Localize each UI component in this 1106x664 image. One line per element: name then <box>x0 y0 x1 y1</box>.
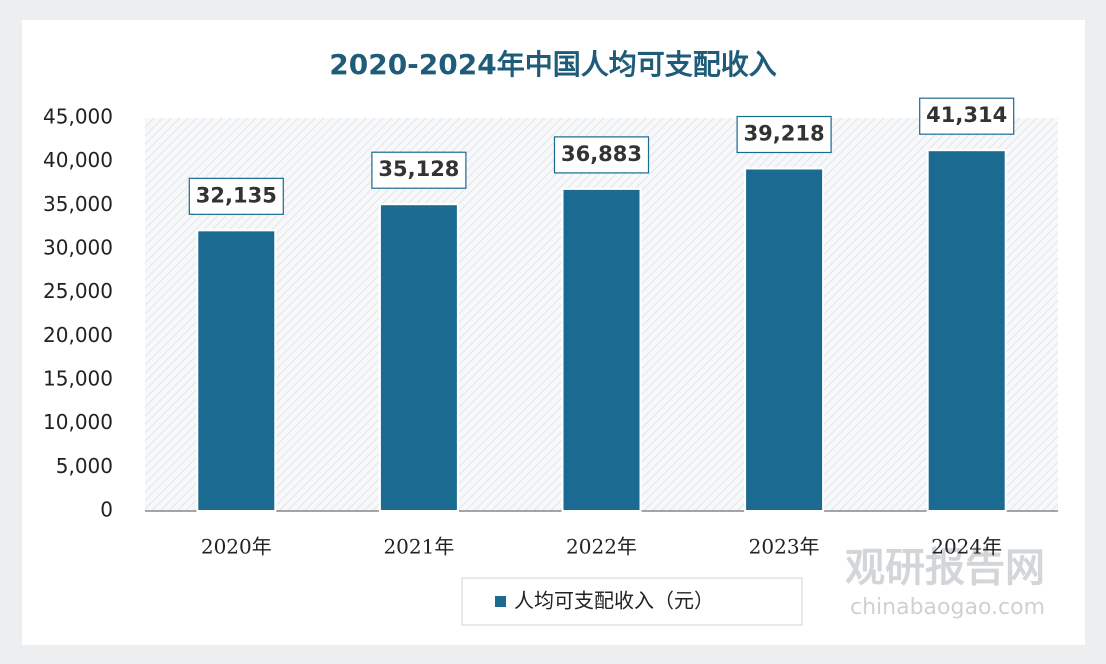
bar <box>196 229 277 512</box>
legend-box <box>461 577 803 626</box>
y-tick-label: 10,000 <box>43 410 113 434</box>
x-tick-label: 2024年 <box>931 535 1002 559</box>
y-tick-label: 5,000 <box>56 454 113 478</box>
value-label: 39,218 <box>744 121 825 145</box>
y-tick-label: 35,000 <box>43 192 113 216</box>
bar <box>926 149 1007 512</box>
legend-label: 人均可支配收入（元） <box>514 589 714 613</box>
value-label-box <box>553 136 650 174</box>
y-tick-label: 45,000 <box>43 105 113 129</box>
value-label-box <box>188 177 284 215</box>
y-tick-label: 20,000 <box>43 323 113 347</box>
chart-title: 2020-2024年中国人均可支配收入 <box>329 48 776 81</box>
x-tick-label: 2020年 <box>201 535 272 559</box>
value-label: 32,135 <box>196 183 277 207</box>
legend-swatch <box>495 596 506 607</box>
value-label: 41,314 <box>926 103 1007 127</box>
value-label-box <box>371 151 467 189</box>
x-tick-label: 2021年 <box>383 535 454 559</box>
bar <box>744 167 825 513</box>
y-tick-label: 25,000 <box>43 279 113 303</box>
watermark-url: chinabaogao.com <box>850 595 1045 620</box>
y-tick-label: 30,000 <box>43 236 113 260</box>
value-label: 36,883 <box>561 142 642 166</box>
value-label: 35,128 <box>378 157 459 181</box>
value-label-box <box>736 115 832 154</box>
watermark: 观研报告网 <box>845 545 1045 591</box>
x-tick-label: 2023年 <box>749 535 820 559</box>
bar <box>561 187 642 513</box>
x-tick-label: 2022年 <box>566 535 637 559</box>
y-tick-label: 40,000 <box>43 148 113 172</box>
bar <box>378 203 459 513</box>
y-tick-label: 15,000 <box>43 367 113 391</box>
y-tick-label: 0 <box>100 498 113 522</box>
value-label-box <box>919 97 1015 135</box>
